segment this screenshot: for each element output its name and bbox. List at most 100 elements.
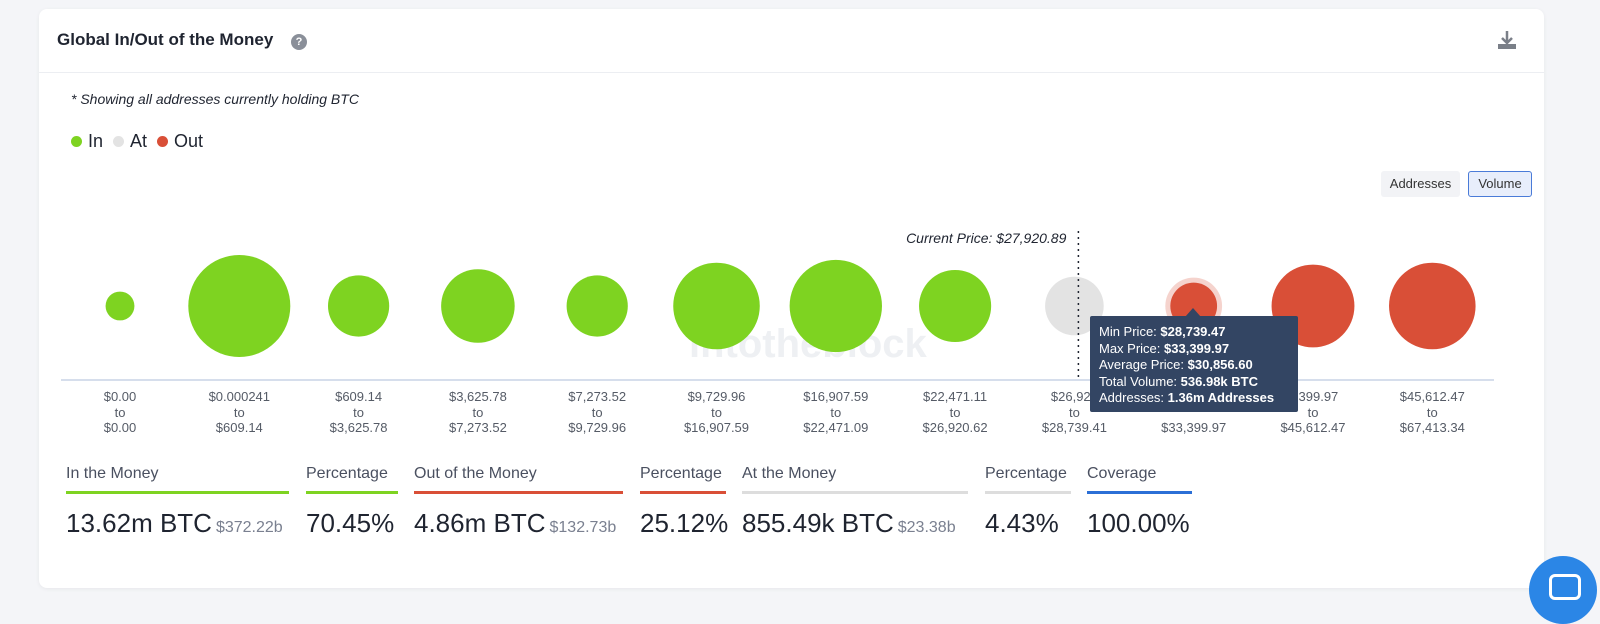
tick-label-to-word: to (1308, 405, 1319, 420)
stat-value: 100.00% (1087, 508, 1190, 538)
tick-label-from: $0.000241 (209, 389, 270, 404)
bubble-1[interactable] (188, 255, 291, 357)
stat-underline (66, 491, 289, 494)
stat-2: Out of the Money 4.86m BTC $132.73b (414, 464, 623, 539)
stat-label: In the Money (66, 465, 159, 482)
tick-label-from: $7,273.52 (568, 389, 626, 404)
bubble-4[interactable] (566, 275, 628, 337)
tick-label-to: $16,907.59 (684, 420, 749, 435)
stat-label: Out of the Money (414, 465, 537, 482)
legend-item-in[interactable]: In (71, 131, 103, 152)
stat-value: 25.12% (640, 508, 729, 538)
stat-underline (985, 491, 1071, 494)
stat-usd-value: $372.22b (215, 519, 283, 536)
legend-label-out: Out (174, 131, 204, 151)
legend-label-at: At (130, 131, 148, 151)
stat-label: At the Money (742, 465, 837, 482)
tick-label-from: $0.00 (104, 389, 137, 404)
addresses-toggle[interactable]: Addresses (1381, 171, 1460, 197)
tick-label-from: $609.14 (335, 389, 382, 404)
stat-label: Percentage (306, 465, 388, 482)
stat-0: In the Money 13.62m BTC $372.22b (66, 464, 289, 539)
tick-label-to-word: to (950, 405, 961, 420)
stat-underline (1087, 491, 1192, 494)
tick-label-to: $9,729.96 (568, 420, 626, 435)
legend-dot-out (157, 136, 169, 147)
tick-label-to-word: to (1069, 405, 1080, 420)
bubble-3[interactable] (441, 269, 515, 343)
tick-label-to: $26,920.62 (923, 420, 988, 435)
stat-value: 4.86m BTC $132.73b (414, 508, 617, 538)
bubble-chart: intotheblock$0.00to$0.00$0.000241to$609.… (61, 230, 1494, 435)
legend-dot-at (113, 136, 125, 147)
bubble-8[interactable] (1045, 276, 1104, 336)
stat-3: Percentage 25.12% (640, 464, 729, 539)
legend: In At Out (71, 131, 213, 152)
tooltip-row-label: Total Volume: (1099, 373, 1181, 389)
stat-underline (742, 491, 968, 494)
tick-label-to: $7,273.52 (449, 420, 507, 435)
tick-label-to-word: to (711, 405, 722, 420)
tooltip-row-value: 536.98k BTC (1180, 373, 1258, 389)
legend-dot-in (71, 136, 82, 147)
stat-value: 13.62m BTC $372.22b (66, 508, 283, 538)
bubble-6[interactable] (789, 259, 882, 353)
tick-label-from: $26,920 (1051, 389, 1098, 404)
stat-label: Percentage (640, 465, 722, 482)
tooltip-row-label: Min Price: (1099, 324, 1161, 339)
stat-label: Coverage (1087, 465, 1157, 482)
stat-value: 855.49k BTC $23.38b (742, 508, 956, 538)
tick-label-to-word: to (353, 405, 364, 420)
tick-label-to-word: to (1427, 405, 1438, 420)
tick-label-to: $33,399.97 (1161, 420, 1226, 435)
bubble-2[interactable] (328, 275, 390, 337)
bubble-5[interactable] (673, 262, 760, 350)
stat-underline (414, 491, 623, 494)
tooltip-row-label: Addresses: (1099, 390, 1168, 405)
stat-label: Percentage (985, 465, 1067, 482)
card-title: Global In/Out of the Money (57, 30, 274, 49)
tooltip-row: Average Price: $30,856.60 (1099, 357, 1289, 374)
legend-item-out[interactable]: Out (157, 131, 203, 152)
tick-label-to-word: to (472, 405, 483, 420)
tick-label-to: $28,739.41 (1042, 420, 1107, 435)
tick-label-from: $45,612.47 (1400, 389, 1465, 404)
stat-underline (640, 491, 726, 494)
volume-toggle[interactable]: Volume (1468, 171, 1532, 197)
stat-1: Percentage 70.45% (306, 464, 398, 539)
tooltip-row-value: $28,739.47 (1160, 324, 1226, 339)
stat-5: Percentage 4.43% (985, 464, 1071, 539)
tooltip-row-value: 1.36m Addresses (1167, 390, 1275, 405)
stat-6: Coverage 100.00% (1087, 464, 1192, 539)
stat-value: 70.45% (306, 508, 395, 538)
tick-label-from: 3,399.97 (1288, 389, 1339, 404)
download-icon[interactable] (1496, 29, 1518, 51)
tooltip-row: Total Volume: 536.98k BTC (1099, 374, 1289, 391)
legend-item-at[interactable]: At (113, 131, 147, 152)
stat-4: At the Money 855.49k BTC $23.38b (742, 464, 968, 539)
bubble-11[interactable] (1389, 262, 1476, 350)
tooltip-row: Addresses: 1.36m Addresses (1099, 390, 1289, 407)
stat-underline (306, 491, 398, 494)
bubble-0[interactable] (105, 291, 135, 321)
tooltip-row: Min Price: $28,739.47 (1099, 324, 1289, 341)
tick-label-to-word: to (830, 405, 841, 420)
tick-label-to: $22,471.09 (803, 420, 868, 435)
tick-label-to: $0.00 (104, 420, 137, 435)
legend-label-in: In (88, 131, 104, 151)
iom-card: Global In/Out of the Money ? * Showing a… (39, 9, 1544, 588)
tick-label-to: $45,612.47 (1280, 420, 1345, 435)
holding-note: * Showing all addresses currently holdin… (71, 91, 359, 107)
tooltip-row-label: Max Price: (1099, 340, 1165, 356)
chat-bubble-icon[interactable] (1529, 556, 1597, 624)
tick-label-to: $609.14 (216, 420, 263, 435)
tooltip-arrow (1185, 308, 1201, 317)
stat-usd-value: $132.73b (549, 519, 617, 536)
question-circle-icon[interactable]: ? (291, 34, 307, 50)
bubble-7[interactable] (919, 269, 992, 343)
tick-label-to-word: to (115, 405, 126, 420)
tick-label-from: $22,471.11 (923, 389, 987, 404)
card-header: Global In/Out of the Money ? (39, 9, 1544, 73)
tick-label-from: $16,907.59 (803, 389, 868, 404)
bubble-tooltip: Min Price: $28,739.47 Max Price: $33,399.… (1090, 316, 1298, 412)
